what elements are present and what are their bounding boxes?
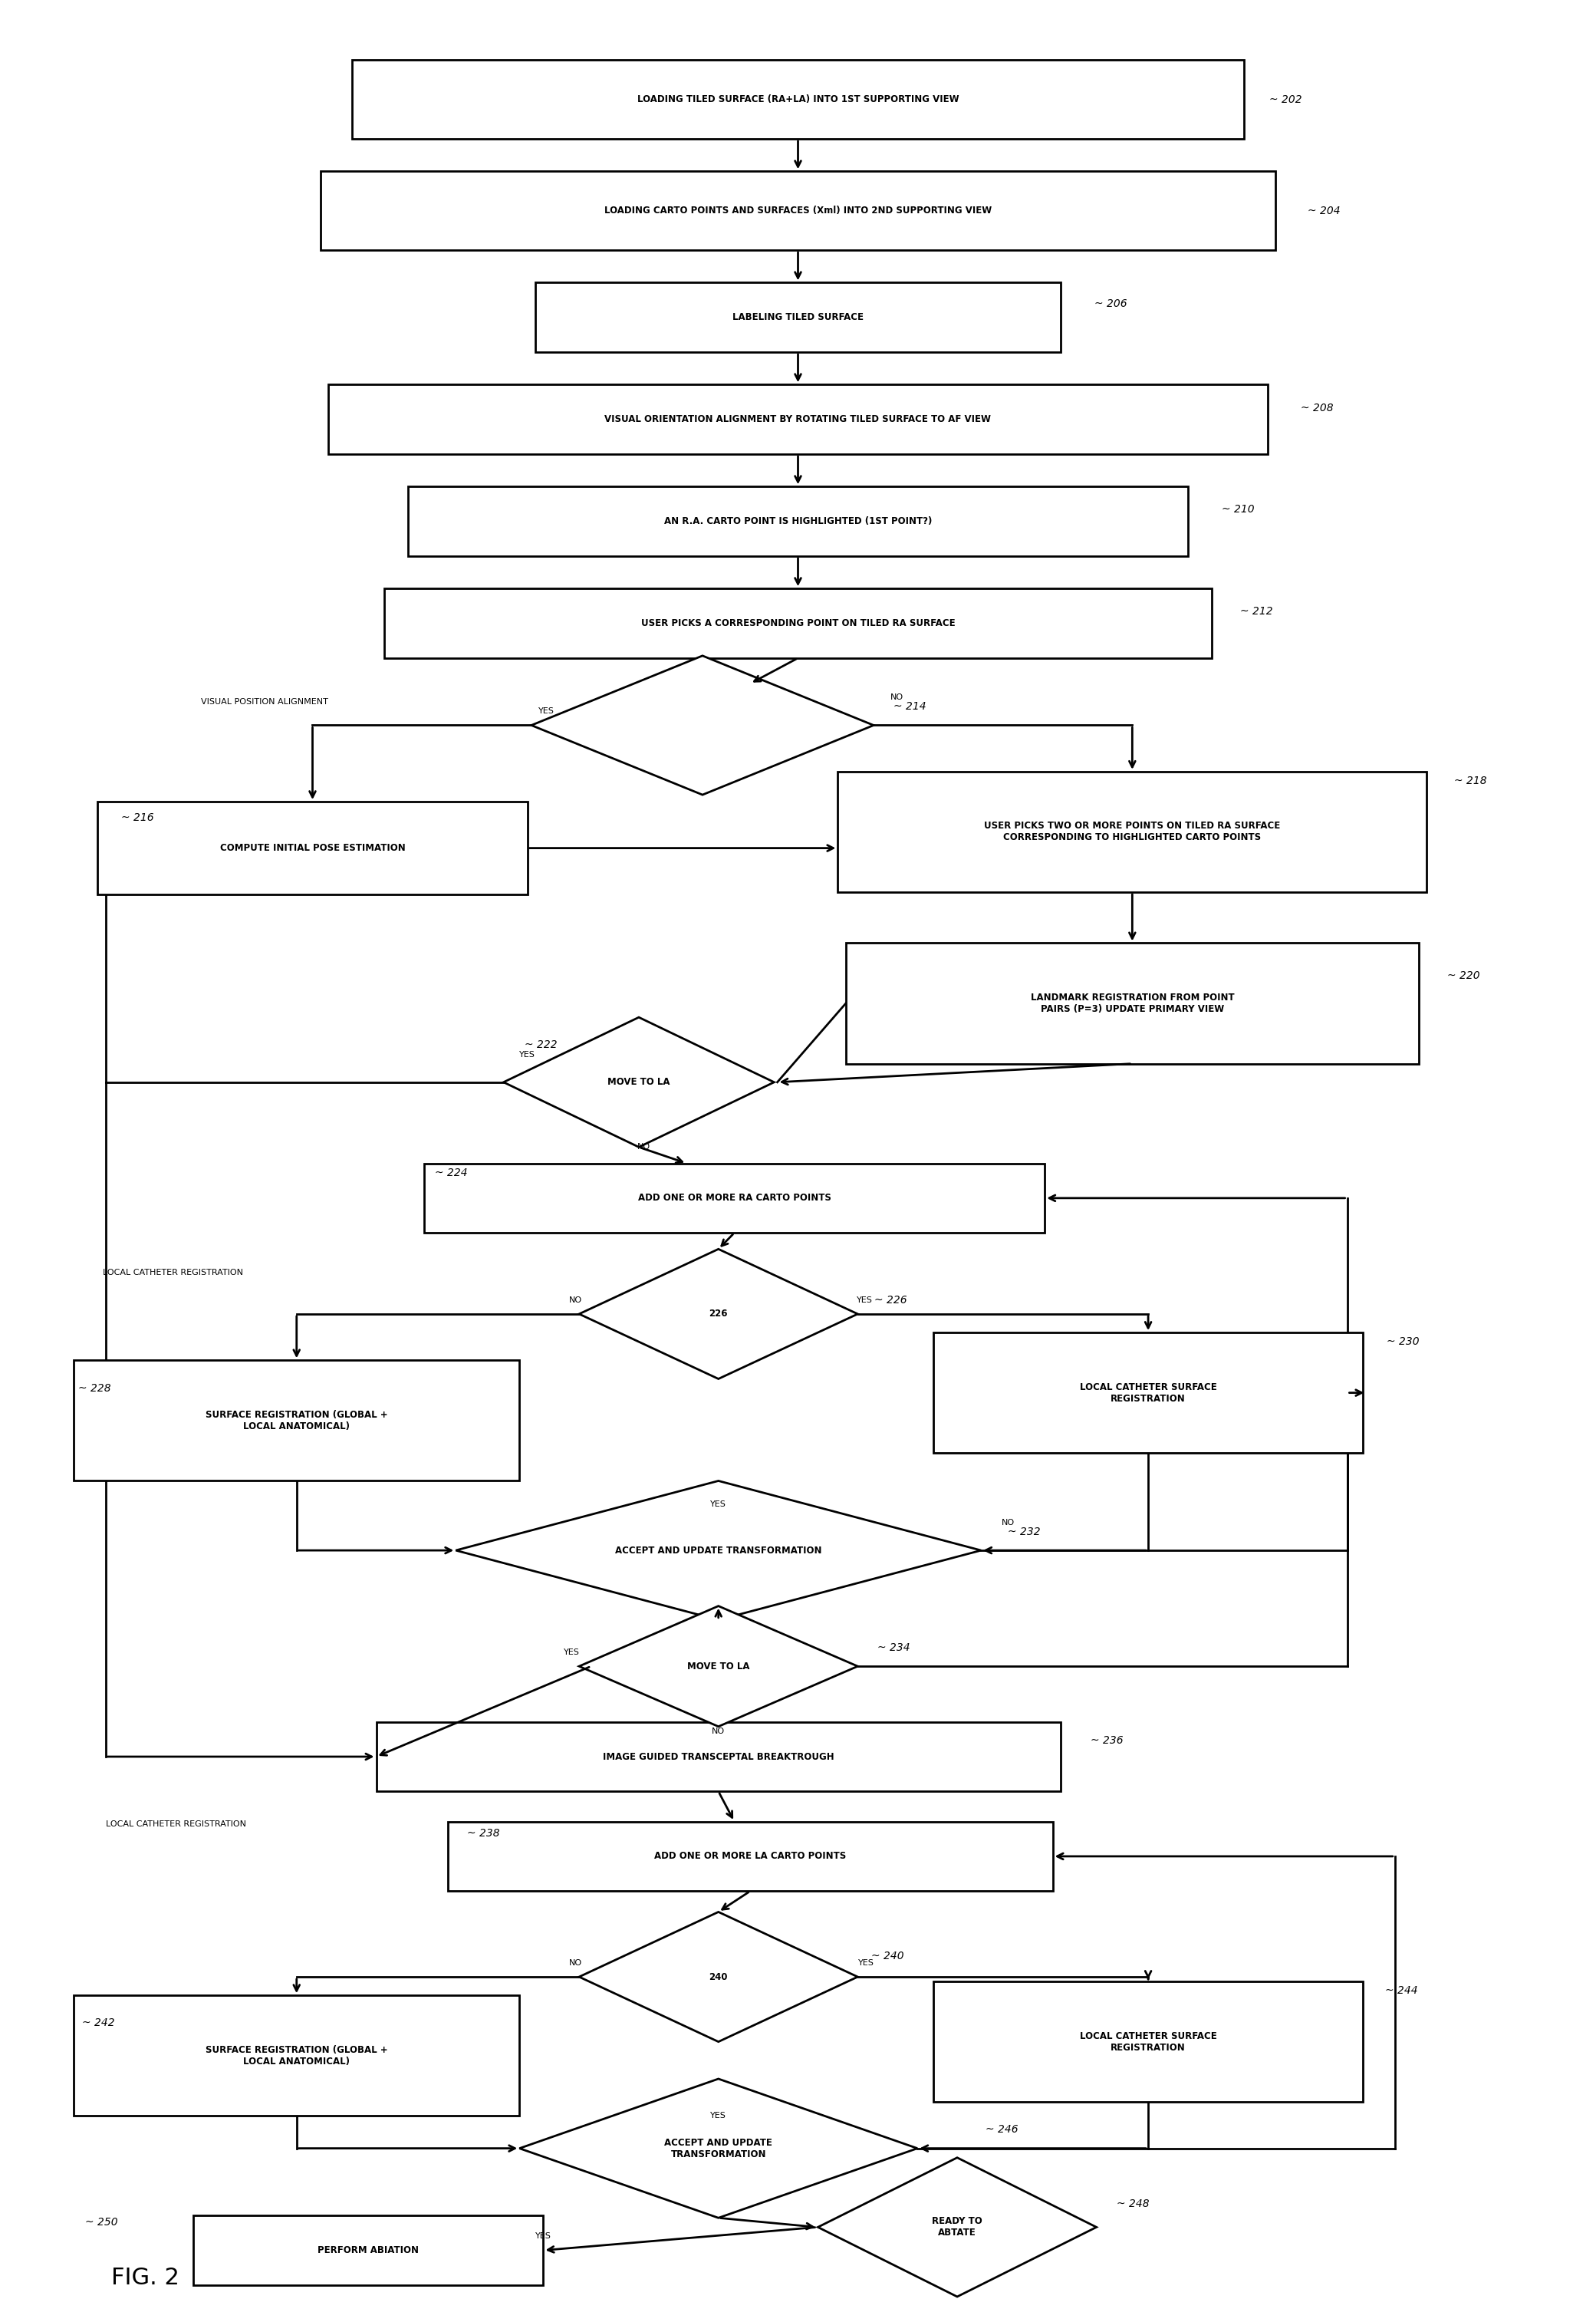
Text: LABELING TILED SURFACE: LABELING TILED SURFACE xyxy=(733,313,863,323)
Text: ~ 248: ~ 248 xyxy=(1116,2199,1149,2208)
Text: YES: YES xyxy=(710,1500,726,1507)
Text: VISUAL ORIENTATION ALIGNMENT BY ROTATING TILED SURFACE TO AF VIEW: VISUAL ORIENTATION ALIGNMENT BY ROTATING… xyxy=(605,413,991,425)
Text: PERFORM ABIATION: PERFORM ABIATION xyxy=(318,2245,418,2255)
Text: YES: YES xyxy=(710,2113,726,2120)
Text: NO: NO xyxy=(891,694,903,701)
Polygon shape xyxy=(579,1607,857,1728)
FancyBboxPatch shape xyxy=(425,1163,1045,1233)
Text: USER PICKS A CORRESPONDING POINT ON TILED RA SURFACE: USER PICKS A CORRESPONDING POINT ON TILE… xyxy=(642,618,954,629)
Text: YES: YES xyxy=(859,1960,875,1967)
FancyBboxPatch shape xyxy=(535,283,1061,353)
Text: MOVE TO LA: MOVE TO LA xyxy=(688,1660,750,1672)
FancyBboxPatch shape xyxy=(934,1981,1363,2101)
FancyBboxPatch shape xyxy=(409,488,1187,555)
FancyBboxPatch shape xyxy=(73,1361,519,1481)
Text: ADD ONE OR MORE RA CARTO POINTS: ADD ONE OR MORE RA CARTO POINTS xyxy=(638,1194,832,1203)
Text: 226: 226 xyxy=(709,1310,728,1319)
Text: LOADING CARTO POINTS AND SURFACES (Xml) INTO 2ND SUPPORTING VIEW: LOADING CARTO POINTS AND SURFACES (Xml) … xyxy=(605,207,991,216)
FancyBboxPatch shape xyxy=(193,2215,543,2285)
Text: ~ 208: ~ 208 xyxy=(1301,402,1334,413)
Text: SURFACE REGISTRATION (GLOBAL +
LOCAL ANATOMICAL): SURFACE REGISTRATION (GLOBAL + LOCAL ANA… xyxy=(206,1409,388,1430)
FancyBboxPatch shape xyxy=(321,172,1275,251)
Text: ~ 212: ~ 212 xyxy=(1240,606,1274,618)
Text: AN R.A. CARTO POINT IS HIGHLIGHTED (1ST POINT?): AN R.A. CARTO POINT IS HIGHLIGHTED (1ST … xyxy=(664,515,932,527)
Polygon shape xyxy=(503,1017,774,1147)
Text: ACCEPT AND UPDATE
TRANSFORMATION: ACCEPT AND UPDATE TRANSFORMATION xyxy=(664,2139,772,2159)
FancyBboxPatch shape xyxy=(353,60,1243,139)
Text: ~ 216: ~ 216 xyxy=(121,813,155,824)
Polygon shape xyxy=(817,2157,1096,2296)
Text: VISUAL POSITION ALIGNMENT: VISUAL POSITION ALIGNMENT xyxy=(201,699,329,706)
Text: YES: YES xyxy=(535,2231,551,2241)
Text: ~ 246: ~ 246 xyxy=(986,2125,1018,2136)
Text: ~ 242: ~ 242 xyxy=(81,2018,115,2029)
Text: NO: NO xyxy=(637,1142,650,1152)
FancyBboxPatch shape xyxy=(97,801,527,894)
Text: ~ 222: ~ 222 xyxy=(523,1040,557,1050)
FancyBboxPatch shape xyxy=(73,1995,519,2115)
Text: YES: YES xyxy=(519,1050,535,1059)
Text: ~ 226: ~ 226 xyxy=(875,1296,907,1305)
Text: NO: NO xyxy=(1002,1519,1015,1526)
Text: LOADING TILED SURFACE (RA+LA) INTO 1ST SUPPORTING VIEW: LOADING TILED SURFACE (RA+LA) INTO 1ST S… xyxy=(637,95,959,104)
Polygon shape xyxy=(531,655,873,794)
Text: NO: NO xyxy=(712,1728,725,1735)
FancyBboxPatch shape xyxy=(385,587,1211,657)
Text: ~ 238: ~ 238 xyxy=(468,1827,500,1839)
FancyBboxPatch shape xyxy=(329,385,1267,455)
Text: ~ 218: ~ 218 xyxy=(1454,776,1486,787)
Text: ~ 236: ~ 236 xyxy=(1092,1735,1124,1746)
Text: ~ 214: ~ 214 xyxy=(894,701,926,713)
Text: ~ 206: ~ 206 xyxy=(1095,297,1127,309)
Text: YES: YES xyxy=(563,1649,579,1656)
Text: LANDMARK REGISTRATION FROM POINT
PAIRS (P=3) UPDATE PRIMARY VIEW: LANDMARK REGISTRATION FROM POINT PAIRS (… xyxy=(1031,991,1234,1015)
Text: ACCEPT AND UPDATE TRANSFORMATION: ACCEPT AND UPDATE TRANSFORMATION xyxy=(614,1546,822,1556)
FancyBboxPatch shape xyxy=(934,1333,1363,1454)
Text: USER PICKS TWO OR MORE POINTS ON TILED RA SURFACE
CORRESPONDING TO HIGHLIGHTED C: USER PICKS TWO OR MORE POINTS ON TILED R… xyxy=(985,822,1280,843)
Polygon shape xyxy=(456,1481,982,1621)
Text: IMAGE GUIDED TRANSCEPTAL BREAKTROUGH: IMAGE GUIDED TRANSCEPTAL BREAKTROUGH xyxy=(603,1751,835,1762)
Text: ~ 230: ~ 230 xyxy=(1387,1337,1419,1347)
Text: ~ 250: ~ 250 xyxy=(85,2218,118,2227)
FancyBboxPatch shape xyxy=(838,771,1427,892)
Text: NO: NO xyxy=(568,1960,581,1967)
Text: NO: NO xyxy=(568,1296,581,1305)
Text: YES: YES xyxy=(857,1296,873,1305)
Text: LOCAL CATHETER REGISTRATION: LOCAL CATHETER REGISTRATION xyxy=(105,1820,246,1827)
Text: MOVE TO LA: MOVE TO LA xyxy=(608,1077,670,1087)
Text: FIG. 2: FIG. 2 xyxy=(112,2266,179,2289)
Text: ~ 224: ~ 224 xyxy=(436,1168,468,1177)
Text: ~ 220: ~ 220 xyxy=(1448,971,1479,980)
Text: SURFACE REGISTRATION (GLOBAL +
LOCAL ANATOMICAL): SURFACE REGISTRATION (GLOBAL + LOCAL ANA… xyxy=(206,2046,388,2067)
Text: 240: 240 xyxy=(709,1971,728,1983)
Polygon shape xyxy=(519,2078,918,2218)
Text: LOCAL CATHETER REGISTRATION: LOCAL CATHETER REGISTRATION xyxy=(102,1268,243,1277)
Text: LOCAL CATHETER SURFACE
REGISTRATION: LOCAL CATHETER SURFACE REGISTRATION xyxy=(1079,2032,1216,2053)
Text: ~ 234: ~ 234 xyxy=(878,1642,910,1653)
Text: ~ 210: ~ 210 xyxy=(1221,504,1254,515)
Text: ~ 202: ~ 202 xyxy=(1269,95,1302,104)
FancyBboxPatch shape xyxy=(846,943,1419,1063)
Text: ~ 204: ~ 204 xyxy=(1307,204,1341,216)
Polygon shape xyxy=(579,1911,857,2041)
Text: YES: YES xyxy=(538,708,554,715)
FancyBboxPatch shape xyxy=(377,1723,1061,1793)
Text: READY TO
ABTATE: READY TO ABTATE xyxy=(932,2218,983,2238)
Text: ~ 240: ~ 240 xyxy=(871,1950,903,1962)
FancyBboxPatch shape xyxy=(448,1820,1053,1890)
Text: LOCAL CATHETER SURFACE
REGISTRATION: LOCAL CATHETER SURFACE REGISTRATION xyxy=(1079,1382,1216,1402)
Text: ~ 244: ~ 244 xyxy=(1385,1985,1417,1997)
Polygon shape xyxy=(579,1249,857,1379)
Text: COMPUTE INITIAL POSE ESTIMATION: COMPUTE INITIAL POSE ESTIMATION xyxy=(220,843,405,852)
Text: ADD ONE OR MORE LA CARTO POINTS: ADD ONE OR MORE LA CARTO POINTS xyxy=(654,1851,846,1862)
Text: ~ 232: ~ 232 xyxy=(1009,1526,1041,1537)
Text: ~ 228: ~ 228 xyxy=(78,1384,112,1393)
